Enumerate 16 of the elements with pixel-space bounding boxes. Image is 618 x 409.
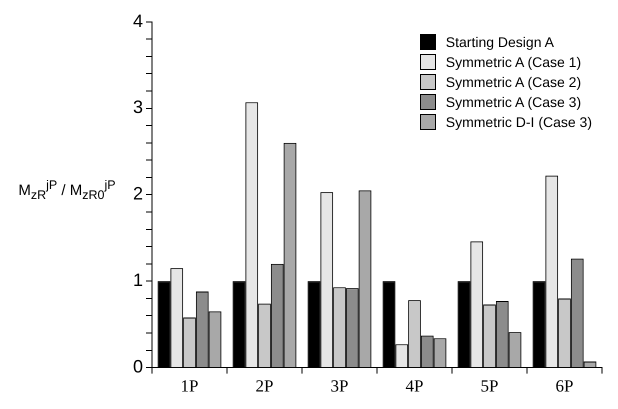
x-tick-label: 5P bbox=[480, 376, 498, 396]
x-tick-label: 3P bbox=[330, 376, 348, 396]
x-tick-label: 1P bbox=[180, 376, 198, 396]
y-tick-label: 1 bbox=[132, 270, 144, 290]
x-tick-label: 2P bbox=[256, 376, 274, 396]
y-tick-label: 2 bbox=[132, 184, 144, 204]
legend-label: Symmetric A (Case 3) bbox=[446, 94, 582, 110]
y-tick-label: 4 bbox=[132, 10, 144, 31]
x-tick-label: 6P bbox=[556, 376, 574, 396]
legend-label: Starting Design A bbox=[446, 34, 554, 50]
legend-label: Symmetric A (Case 2) bbox=[446, 74, 582, 90]
y-tick-label: 3 bbox=[132, 97, 144, 118]
legend-label: Symmetric D-I (Case 3) bbox=[446, 114, 592, 130]
x-tick-label: 4P bbox=[406, 376, 424, 396]
legend-label: Symmetric A (Case 1) bbox=[446, 54, 582, 70]
y-tick-label: 0 bbox=[132, 356, 144, 377]
